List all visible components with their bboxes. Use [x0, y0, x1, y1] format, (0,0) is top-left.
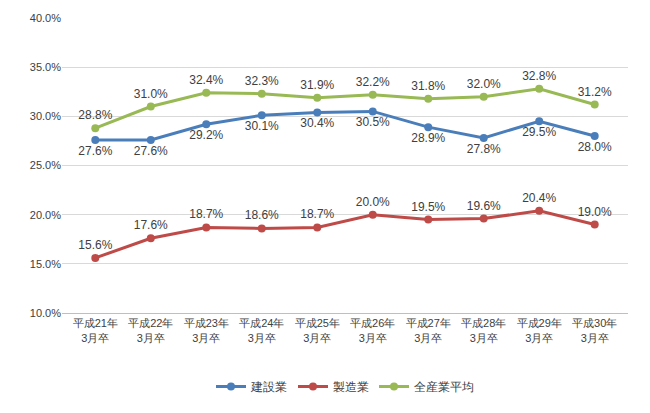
svg-text:平成29年3月卒: 平成29年3月卒: [517, 317, 562, 343]
svg-text:17.6%: 17.6%: [134, 218, 168, 232]
svg-text:31.2%: 31.2%: [578, 85, 612, 99]
svg-text:31.9%: 31.9%: [300, 78, 334, 92]
svg-text:平成25年3月卒: 平成25年3月卒: [295, 317, 340, 343]
svg-text:32.4%: 32.4%: [189, 73, 223, 87]
svg-text:40.0%: 40.0%: [30, 12, 61, 24]
svg-text:32.2%: 32.2%: [356, 75, 390, 89]
svg-text:29.2%: 29.2%: [189, 128, 223, 142]
svg-text:建設業: 建設業: [250, 380, 287, 394]
svg-text:32.0%: 32.0%: [467, 77, 501, 91]
svg-text:19.0%: 19.0%: [578, 205, 612, 219]
svg-text:27.8%: 27.8%: [467, 142, 501, 156]
svg-text:平成27年3月卒: 平成27年3月卒: [406, 317, 451, 343]
svg-text:19.6%: 19.6%: [467, 199, 501, 213]
svg-text:32.8%: 32.8%: [522, 69, 556, 83]
svg-text:27.6%: 27.6%: [78, 144, 112, 158]
svg-text:30.5%: 30.5%: [356, 115, 390, 129]
svg-text:18.7%: 18.7%: [300, 207, 334, 221]
svg-text:19.5%: 19.5%: [411, 200, 445, 214]
svg-text:30.4%: 30.4%: [300, 116, 334, 130]
svg-text:全産業平均: 全産業平均: [414, 380, 474, 394]
svg-text:31.8%: 31.8%: [411, 79, 445, 93]
svg-text:10.0%: 10.0%: [30, 307, 61, 319]
svg-text:29.5%: 29.5%: [522, 125, 556, 139]
svg-text:15.6%: 15.6%: [78, 238, 112, 252]
svg-text:18.6%: 18.6%: [245, 208, 279, 222]
svg-text:平成26年3月卒: 平成26年3月卒: [350, 317, 395, 343]
svg-text:平成30年3月卒: 平成30年3月卒: [572, 317, 617, 343]
svg-text:35.0%: 35.0%: [30, 61, 61, 73]
svg-text:25.0%: 25.0%: [30, 159, 61, 171]
svg-text:30.1%: 30.1%: [245, 119, 279, 133]
svg-text:平成22年3月卒: 平成22年3月卒: [128, 317, 173, 343]
svg-text:平成23年3月卒: 平成23年3月卒: [184, 317, 229, 343]
svg-text:15.0%: 15.0%: [30, 258, 61, 270]
svg-text:平成24年3月卒: 平成24年3月卒: [239, 317, 284, 343]
svg-text:32.3%: 32.3%: [245, 74, 279, 88]
svg-text:20.0%: 20.0%: [356, 195, 390, 209]
svg-text:27.6%: 27.6%: [134, 144, 168, 158]
svg-text:18.7%: 18.7%: [189, 207, 223, 221]
svg-text:製造業: 製造業: [333, 380, 369, 394]
svg-text:31.0%: 31.0%: [134, 87, 168, 101]
svg-text:28.9%: 28.9%: [411, 131, 445, 145]
svg-text:平成28年3月卒: 平成28年3月卒: [461, 317, 506, 343]
svg-text:20.4%: 20.4%: [522, 191, 556, 205]
svg-text:30.0%: 30.0%: [30, 110, 61, 122]
svg-text:28.8%: 28.8%: [78, 108, 112, 122]
svg-text:20.0%: 20.0%: [30, 209, 61, 221]
svg-text:平成21年3月卒: 平成21年3月卒: [73, 317, 118, 343]
svg-text:28.0%: 28.0%: [578, 140, 612, 154]
